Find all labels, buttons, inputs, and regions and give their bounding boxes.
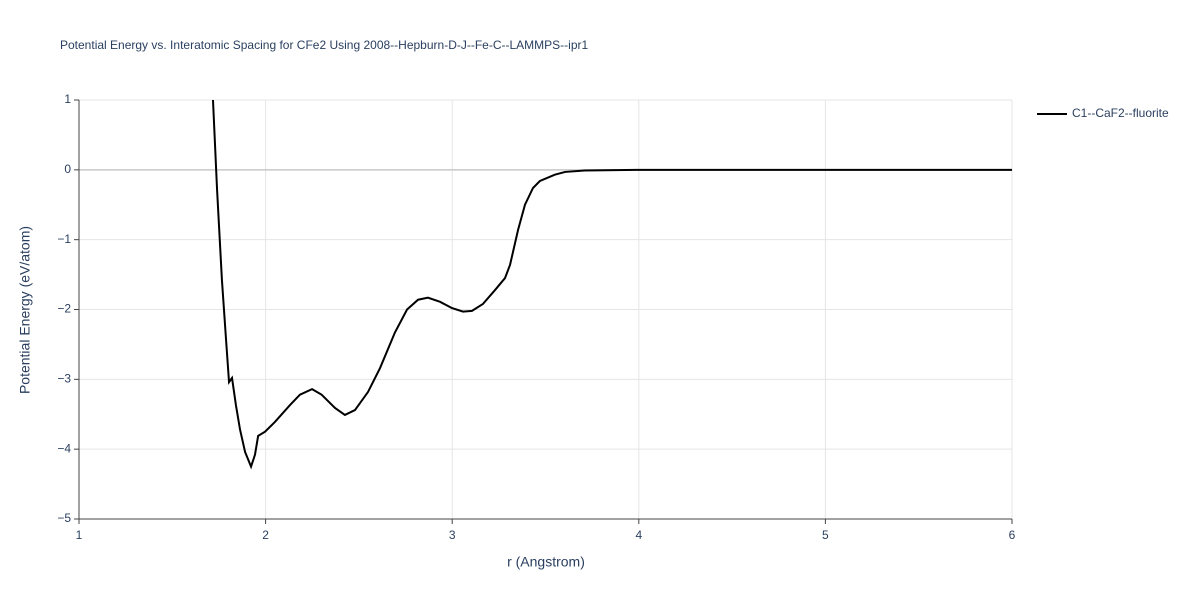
y-tick-label: −3 bbox=[57, 372, 71, 386]
x-tick-label: 1 bbox=[76, 528, 83, 542]
x-tick-label: 3 bbox=[449, 528, 456, 542]
x-tick-label: 6 bbox=[1009, 528, 1016, 542]
y-axis-label: Potential Energy (eV/atom) bbox=[17, 226, 33, 394]
x-tick-label: 2 bbox=[262, 528, 269, 542]
x-axis-label: r (Angstrom) bbox=[507, 554, 585, 570]
legend-label: C1--CaF2--fluorite bbox=[1072, 106, 1169, 120]
chart-title: Potential Energy vs. Interatomic Spacing… bbox=[60, 38, 589, 52]
y-tick-label: −4 bbox=[57, 441, 71, 455]
series-line bbox=[211, 99, 1012, 470]
y-tick-label: −5 bbox=[57, 511, 71, 525]
y-tick-label: −2 bbox=[57, 302, 71, 316]
x-tick-label: 4 bbox=[635, 528, 642, 542]
y-tick-label: −1 bbox=[57, 232, 71, 246]
y-tick-label: 1 bbox=[64, 92, 71, 106]
x-tick-label: 5 bbox=[822, 528, 829, 542]
y-tick-label: 0 bbox=[64, 162, 71, 176]
